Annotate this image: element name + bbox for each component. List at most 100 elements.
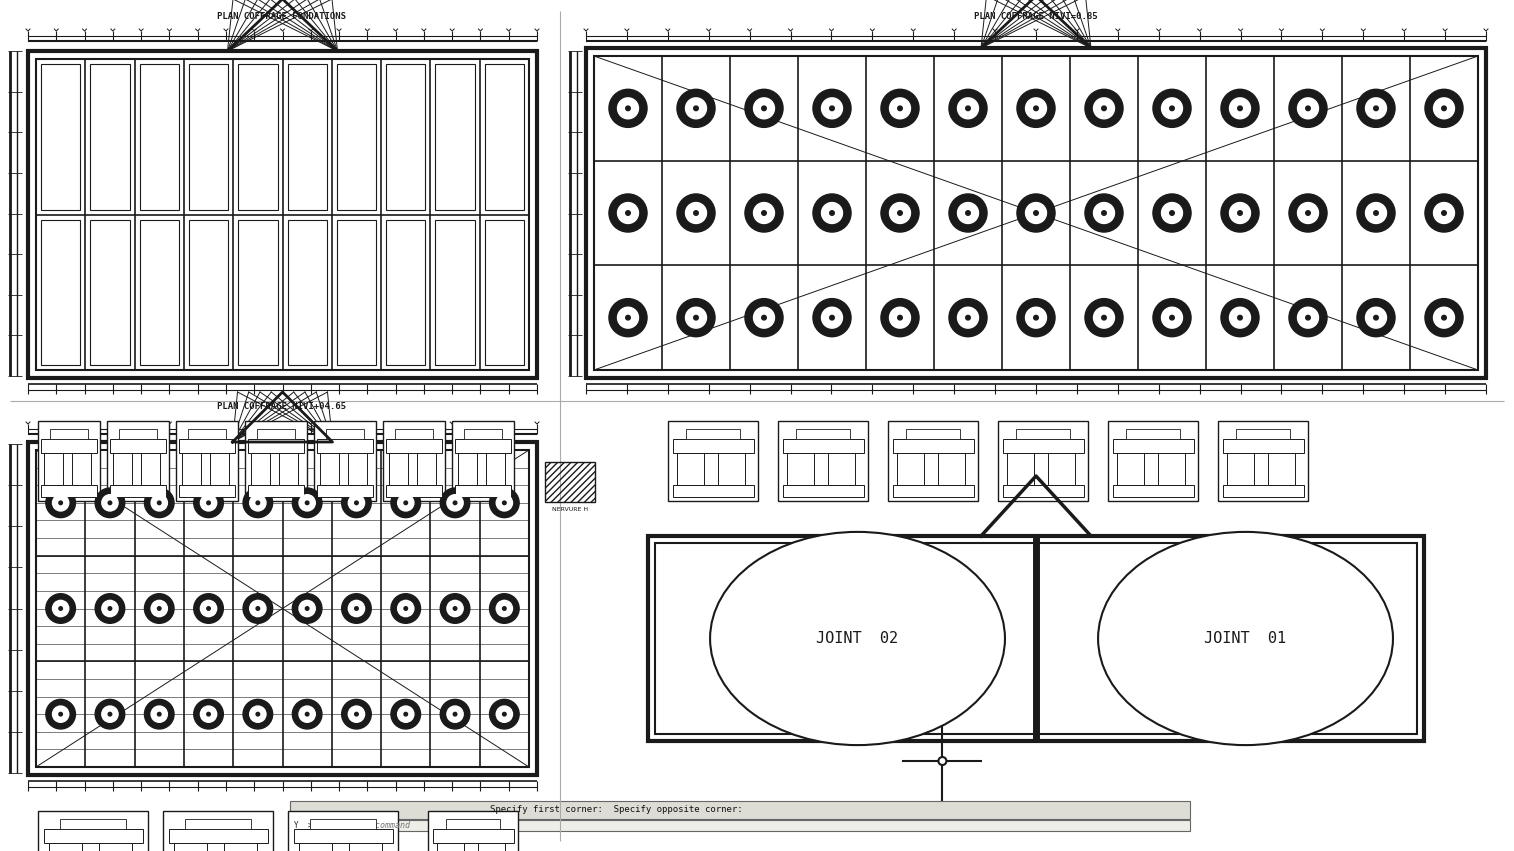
Circle shape [1220, 299, 1260, 337]
Circle shape [1102, 316, 1107, 320]
Bar [114, 453, 132, 485]
Text: Y  >>: Y >> [294, 821, 316, 830]
Circle shape [898, 316, 902, 320]
Bar [433, 829, 513, 843]
Bar [1048, 453, 1075, 485]
Circle shape [1434, 203, 1455, 224]
Bar [1002, 438, 1084, 453]
Bar [436, 220, 475, 365]
Circle shape [1297, 98, 1319, 119]
Circle shape [107, 607, 112, 610]
Circle shape [398, 600, 413, 617]
Circle shape [1425, 194, 1463, 232]
Circle shape [95, 594, 124, 623]
Bar [436, 64, 475, 209]
Circle shape [1161, 98, 1182, 119]
Circle shape [625, 316, 630, 320]
Circle shape [813, 89, 851, 128]
Circle shape [503, 501, 506, 505]
Circle shape [144, 594, 174, 623]
Circle shape [1170, 211, 1175, 215]
Circle shape [453, 501, 457, 505]
Circle shape [354, 712, 359, 716]
Bar [27, 442, 537, 775]
Bar [586, 48, 1487, 378]
Circle shape [194, 700, 224, 729]
Circle shape [306, 607, 309, 610]
Bar [179, 485, 235, 497]
Circle shape [618, 307, 639, 328]
Circle shape [1086, 89, 1123, 128]
Bar [36, 59, 528, 370]
Bar [248, 438, 304, 453]
Bar [1222, 485, 1304, 497]
Circle shape [1288, 194, 1328, 232]
Bar [248, 485, 304, 497]
Bar [484, 64, 524, 209]
Bar [389, 453, 407, 485]
Circle shape [45, 488, 76, 517]
Circle shape [1229, 98, 1251, 119]
Bar [36, 450, 528, 767]
Circle shape [1357, 89, 1394, 128]
Bar [238, 64, 277, 209]
Bar [456, 438, 510, 453]
Circle shape [300, 600, 315, 617]
Circle shape [144, 488, 174, 517]
Circle shape [1305, 316, 1310, 320]
Bar [288, 811, 398, 851]
Circle shape [453, 607, 457, 610]
Circle shape [957, 203, 978, 224]
Bar [593, 56, 1478, 370]
Circle shape [300, 706, 315, 722]
Bar [327, 429, 363, 438]
Bar [251, 453, 269, 485]
Bar [139, 64, 179, 209]
Bar [120, 429, 156, 438]
Circle shape [693, 211, 698, 215]
Bar [279, 453, 298, 485]
Circle shape [693, 316, 698, 320]
Circle shape [618, 203, 639, 224]
Bar [1113, 485, 1193, 497]
Circle shape [1366, 98, 1387, 119]
Bar [41, 220, 80, 365]
Circle shape [144, 700, 174, 729]
Circle shape [890, 98, 910, 119]
Circle shape [348, 706, 365, 722]
Circle shape [1034, 106, 1039, 111]
Bar [428, 811, 518, 851]
Circle shape [1441, 316, 1446, 320]
Circle shape [1305, 106, 1310, 111]
Circle shape [1025, 307, 1046, 328]
Circle shape [200, 600, 217, 617]
Bar [1002, 485, 1084, 497]
Bar [438, 843, 463, 851]
Bar [459, 453, 477, 485]
Circle shape [342, 594, 371, 623]
Circle shape [686, 98, 707, 119]
Circle shape [1288, 299, 1328, 337]
Circle shape [342, 700, 371, 729]
Circle shape [404, 501, 407, 505]
Circle shape [151, 600, 168, 617]
Bar [189, 64, 229, 209]
Bar [188, 429, 226, 438]
Circle shape [95, 700, 124, 729]
Circle shape [898, 211, 902, 215]
Bar [486, 453, 504, 485]
Circle shape [1373, 211, 1378, 215]
Circle shape [966, 316, 970, 320]
Bar [828, 453, 854, 485]
Bar [291, 801, 1190, 819]
Circle shape [447, 600, 463, 617]
Circle shape [244, 488, 273, 517]
Circle shape [1229, 307, 1251, 328]
Circle shape [754, 307, 775, 328]
Circle shape [1154, 299, 1192, 337]
Circle shape [398, 706, 413, 722]
Circle shape [813, 299, 851, 337]
Circle shape [822, 307, 842, 328]
Circle shape [157, 501, 160, 505]
Circle shape [686, 307, 707, 328]
